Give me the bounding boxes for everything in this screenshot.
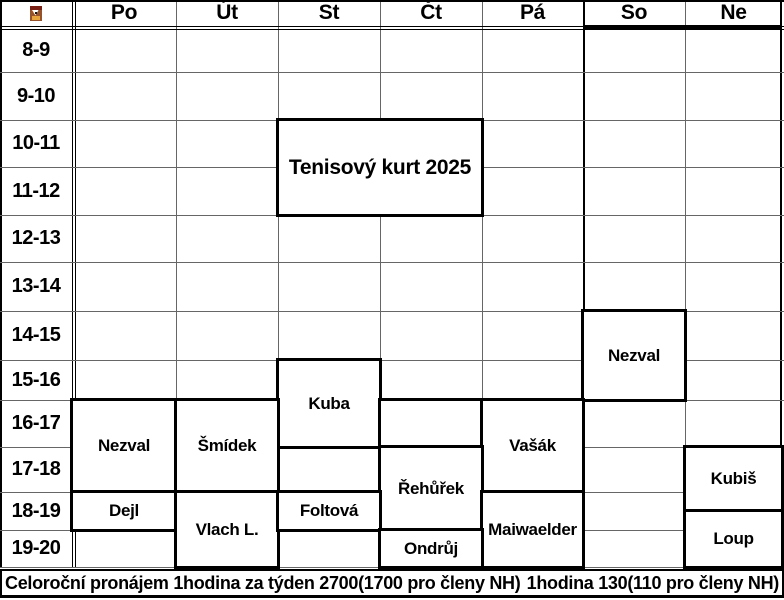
hour-label-14-15: 14-15 bbox=[11, 324, 61, 346]
hour-label-10-11: 10-11 bbox=[12, 132, 60, 154]
day-header-so: So bbox=[620, 1, 648, 24]
event-kuba: Kuba bbox=[276, 358, 382, 449]
grid-line-vertical bbox=[0, 0, 2, 567]
day-header-pa: Pá bbox=[519, 1, 546, 24]
hour-label-16-17: 16-17 bbox=[11, 412, 61, 434]
grid-line-horizontal bbox=[0, 0, 784, 2]
hour-label-13-14: 13-14 bbox=[11, 275, 61, 297]
hour-label-18-19: 18-19 bbox=[11, 499, 61, 522]
event-vlach-l: Vlach L. bbox=[174, 490, 280, 569]
grid-line-vertical bbox=[278, 0, 279, 567]
event-nezval: Nezval bbox=[70, 398, 178, 494]
grid-line-vertical bbox=[780, 0, 782, 567]
grid-line-vertical bbox=[176, 0, 177, 567]
grid-line-horizontal bbox=[0, 26, 784, 27]
footer-bar: Celoroční pronájem 1hodina za týden 2700… bbox=[0, 569, 784, 598]
corner-cell bbox=[0, 0, 72, 26]
grid-line-vertical bbox=[685, 0, 686, 567]
event-empty-cell bbox=[378, 398, 484, 449]
grid-line-horizontal bbox=[0, 360, 784, 361]
hour-label-8-9: 8-9 bbox=[22, 38, 50, 61]
grid-line-weekend-header bbox=[583, 25, 782, 29]
footer-text-season-rent: Celoroční pronájem 1hodina za týden 2700… bbox=[5, 572, 521, 593]
day-header-ne: Ne bbox=[720, 1, 747, 24]
footer-text-hour-rate: 1hodina 130(110 pro členy NH) bbox=[526, 572, 780, 593]
grid-line-vertical bbox=[75, 0, 76, 567]
event-dejl: Dejl bbox=[70, 490, 178, 532]
event-ondruj: Ondrůj bbox=[378, 528, 484, 569]
grid-line-horizontal bbox=[0, 262, 784, 263]
grid-line-vertical bbox=[72, 0, 73, 567]
day-header-st: St bbox=[318, 1, 340, 24]
hour-label-15-16: 15-16 bbox=[11, 368, 61, 391]
event-smidek: Šmídek bbox=[174, 398, 280, 494]
club-logo-icon bbox=[30, 5, 42, 21]
event-foltova: Foltová bbox=[276, 490, 382, 532]
event-loup: Loup bbox=[683, 509, 784, 569]
grid-line-vertical bbox=[380, 0, 381, 567]
day-header-po: Po bbox=[110, 1, 138, 24]
grid-line-vertical bbox=[583, 0, 585, 567]
grid-line-vertical bbox=[482, 0, 483, 567]
event-vasak: Vašák bbox=[480, 398, 585, 494]
title-box: Tenisový kurt 2025 bbox=[276, 118, 484, 217]
event-nezval: Nezval bbox=[581, 309, 687, 402]
day-header-ct: Čt bbox=[420, 1, 442, 24]
hour-label-11-12: 11-12 bbox=[12, 179, 60, 202]
grid-line-horizontal bbox=[0, 311, 784, 312]
event-maiwaelder: Maiwaelder bbox=[480, 490, 585, 569]
event-kubis: Kubiš bbox=[683, 445, 784, 513]
event-rehurek: Řehůřek bbox=[378, 445, 484, 532]
hour-label-9-10: 9-10 bbox=[16, 84, 56, 107]
hour-label-12-13: 12-13 bbox=[11, 227, 61, 249]
day-header-ut: Út bbox=[216, 1, 238, 24]
hour-label-19-20: 19-20 bbox=[11, 537, 61, 559]
hour-label-17-18: 17-18 bbox=[11, 458, 61, 480]
grid-line-horizontal bbox=[0, 72, 784, 73]
grid-line-horizontal bbox=[0, 29, 784, 30]
